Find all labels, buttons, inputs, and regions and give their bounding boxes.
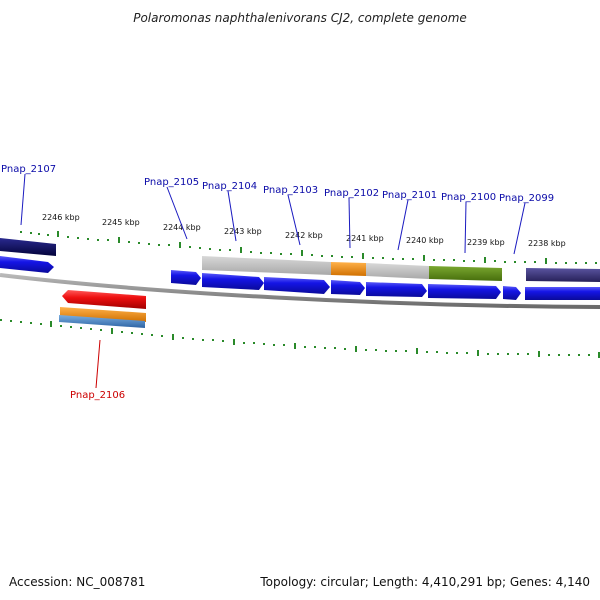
kbp-label: 2243 kbp <box>224 227 262 236</box>
gene-label-pnap-2100[interactable]: Pnap_2100 <box>441 192 496 203</box>
cog-block-steelblue-reverse <box>59 315 145 328</box>
kbp-label: 2240 kbp <box>406 236 444 245</box>
kbp-label: 2244 kbp <box>163 223 201 232</box>
map-title: Polaromonas naphthalenivorans CJ2, compl… <box>133 11 467 25</box>
outer-cog-band <box>0 238 600 282</box>
genome-backbone <box>0 273 600 309</box>
label-leader-lines <box>20 173 526 389</box>
gene-label-pnap-2104[interactable]: Pnap_2104 <box>202 181 257 192</box>
gene-arrow-2107 <box>0 256 54 273</box>
gene-arrow-2104 <box>202 273 264 290</box>
cog-block-grey <box>202 256 331 275</box>
outer-tick-row <box>20 231 597 264</box>
gene-arrow-2101 <box>366 282 427 297</box>
gene-arrow-2100 <box>428 284 501 299</box>
cog-block-orange-reverse <box>60 307 146 322</box>
gene-label-pnap-2102[interactable]: Pnap_2102 <box>324 188 379 199</box>
gene-label-pnap-2106[interactable]: Pnap_2106 <box>70 390 125 401</box>
cog-block-green <box>429 266 502 281</box>
gene-arrow-2099 <box>503 286 521 300</box>
reverse-genes <box>59 290 146 328</box>
cog-block-grey <box>366 263 429 279</box>
gene-label-pnap-2101[interactable]: Pnap_2101 <box>382 190 437 201</box>
inner-tick-row <box>0 319 600 358</box>
topology-text: Topology: circular; Length: 4,410,291 bp… <box>259 575 590 589</box>
leader-line <box>464 201 467 254</box>
gene-label-pnap-2103[interactable]: Pnap_2103 <box>263 185 318 196</box>
leader-line-red <box>95 339 101 389</box>
leader-line <box>348 197 351 249</box>
gene-labels: Pnap_2107 Pnap_2105 Pnap_2104 Pnap_2103 … <box>1 164 554 401</box>
leader-line <box>513 202 526 255</box>
kbp-label: 2245 kbp <box>102 218 140 227</box>
leader-line <box>227 190 237 242</box>
cog-block-orange <box>331 262 366 276</box>
kbp-label: 2241 kbp <box>346 234 384 243</box>
kbp-label: 2239 kbp <box>467 238 505 247</box>
gene-arrow-2098 <box>525 287 600 300</box>
forward-genes <box>0 256 600 300</box>
gene-arrow-2105 <box>171 270 201 285</box>
kbp-label: 2238 kbp <box>528 239 566 248</box>
accession-text: Accession: NC_008781 <box>9 575 145 589</box>
gene-label-pnap-2099[interactable]: Pnap_2099 <box>499 193 554 204</box>
cog-block-purple <box>526 268 600 282</box>
kbp-label: 2246 kbp <box>42 213 80 222</box>
leader-line <box>166 186 188 240</box>
gene-arrow-2103 <box>264 277 330 294</box>
kbp-label: 2242 kbp <box>285 231 323 240</box>
gene-label-pnap-2105[interactable]: Pnap_2105 <box>144 177 199 188</box>
leader-line <box>397 199 409 251</box>
cog-block-navy <box>0 238 56 256</box>
leader-line <box>287 194 301 246</box>
leader-line <box>20 173 26 226</box>
gene-label-pnap-2107[interactable]: Pnap_2107 <box>1 164 56 175</box>
kbp-labels: 2246 kbp 2245 kbp 2244 kbp 2243 kbp 2242… <box>42 213 566 248</box>
gene-arrow-2102 <box>331 280 365 295</box>
gene-arrow-2106 <box>62 290 146 309</box>
